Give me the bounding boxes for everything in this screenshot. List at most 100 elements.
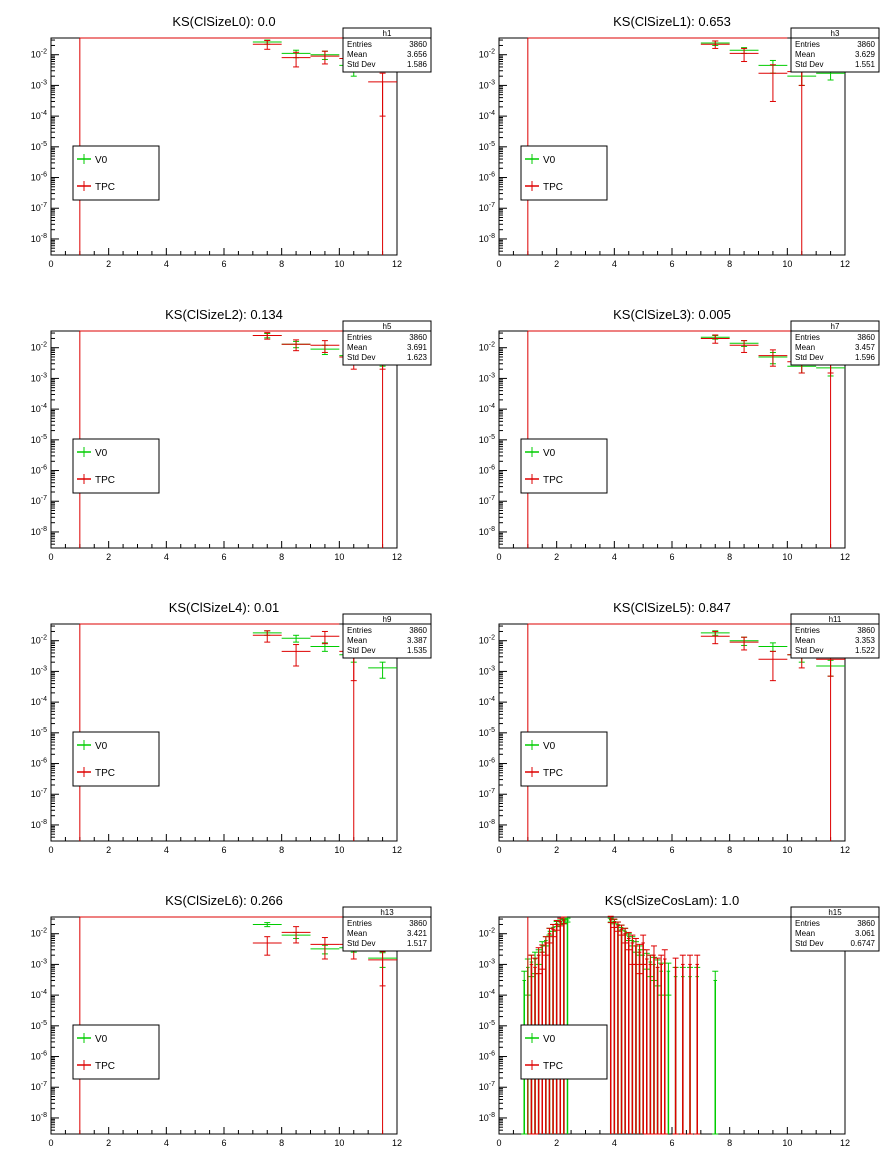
x-tick-label: 4 [164,1138,169,1148]
y-tick-label: 10-4 [31,696,47,707]
legend: V0 TPC [520,145,608,201]
stats-value: 1.522 [855,646,876,655]
stats-label: Entries [347,40,372,49]
stats-value: 3860 [857,40,875,49]
legend: V0 TPC [520,731,608,787]
legend-label: V0 [543,155,556,166]
y-tick-label: 10-2 [31,342,47,353]
x-tick-label: 6 [669,1138,674,1148]
stats-label: Entries [347,333,372,342]
legend-label: TPC [543,182,563,193]
y-tick-label: 10-8 [479,819,495,830]
stats-box-frame [342,320,432,366]
stats-value: 3860 [409,919,427,928]
x-tick-label: 2 [554,845,559,855]
stats-value: 3860 [409,626,427,635]
x-tick-label: 0 [496,845,501,855]
y-tick-label: 10-4 [479,696,495,707]
chart-title: KS(ClSizeL2): 0.134 [165,307,283,322]
legend-frame [520,145,608,201]
legend: V0 TPC [72,731,160,787]
stats-value: 0.6747 [851,939,876,948]
stats-value: 1.535 [407,646,428,655]
legend: V0 TPC [520,438,608,494]
stats-value: 3860 [409,333,427,342]
y-tick-label: 10-2 [479,635,495,646]
legend-label: TPC [543,1061,563,1072]
y-tick-label: 10-5 [479,434,495,445]
stats-value: 1.623 [407,353,428,362]
stats-label: Mean [347,929,367,938]
stats-label: Entries [795,40,820,49]
chart-title: KS(clSizeCosLam): 1.0 [605,893,739,908]
legend: V0 TPC [72,145,160,201]
stats-label: Entries [795,333,820,342]
stats-value: 3.353 [855,636,876,645]
x-tick-label: 4 [164,552,169,562]
x-tick-label: 6 [221,845,226,855]
y-tick-label: 10-7 [31,1081,47,1092]
stats-label: Entries [795,626,820,635]
stats-value: 3.457 [855,343,876,352]
legend-frame [520,731,608,787]
y-tick-label: 10-7 [479,1081,495,1092]
x-tick-label: 10 [334,1138,344,1148]
y-tick-label: 10-3 [479,665,495,676]
legend-label: TPC [95,1061,115,1072]
stats-label: Std Dev [795,646,823,655]
stats-box-frame [790,613,880,659]
legend-frame [520,1024,608,1080]
stats-value: 3.691 [407,343,428,352]
x-tick-label: 8 [727,845,732,855]
stats-label: Std Dev [347,353,375,362]
y-tick-label: 10-3 [479,372,495,383]
x-tick-label: 4 [612,1138,617,1148]
y-tick-label: 10-5 [31,727,47,738]
x-tick-label: 4 [612,552,617,562]
x-tick-label: 0 [48,259,53,269]
stats-label: Mean [795,343,815,352]
stats-box: h1 Entries 3860 Mean 3.656 Std Dev 1.586 [342,27,432,73]
stats-box: h5 Entries 3860 Mean 3.691 Std Dev 1.623 [342,320,432,366]
x-tick-label: 0 [496,259,501,269]
stats-name: h5 [383,322,392,331]
y-tick-label: 10-3 [479,79,495,90]
x-tick-label: 6 [221,552,226,562]
chart-panel-5: KS(ClSizeL4): 0.01 0 2 4 6 8 10 12 10-2 10-3 10-4 1… [31,600,432,855]
chart-title: KS(ClSizeL6): 0.266 [165,893,283,908]
x-tick-label: 6 [669,259,674,269]
series-tpc [527,915,701,1135]
y-tick-label: 10-2 [479,928,495,939]
legend-label: TPC [95,182,115,193]
stats-value: 3.387 [407,636,428,645]
stats-value: 3860 [857,333,875,342]
x-tick-label: 0 [496,552,501,562]
y-tick-label: 10-7 [479,495,495,506]
x-tick-label: 0 [48,845,53,855]
y-tick-label: 10-2 [479,342,495,353]
y-tick-label: 10-5 [479,1020,495,1031]
x-tick-label: 2 [106,845,111,855]
x-tick-label: 12 [392,552,402,562]
y-tick-label: 10-5 [31,141,47,152]
x-tick-label: 2 [106,552,111,562]
stats-name: h9 [383,615,392,624]
y-tick-label: 10-6 [479,465,495,476]
legend-label: V0 [95,741,108,752]
legend-label: V0 [95,448,108,459]
x-tick-label: 8 [727,552,732,562]
stats-label: Mean [795,636,815,645]
stats-box: h15 Entries 3860 Mean 3.061 Std Dev 0.6747 [790,906,880,952]
stats-value: 1.517 [407,939,428,948]
x-tick-label: 2 [106,259,111,269]
x-tick-label: 2 [554,1138,559,1148]
stats-value: 3.061 [855,929,876,938]
stats-box-frame [342,906,432,952]
legend-label: TPC [95,768,115,779]
legend-label: TPC [95,475,115,486]
stats-label: Mean [795,929,815,938]
y-tick-label: 10-3 [31,958,47,969]
y-tick-label: 10-4 [479,110,495,121]
x-tick-label: 6 [221,259,226,269]
y-tick-label: 10-6 [31,1051,47,1062]
